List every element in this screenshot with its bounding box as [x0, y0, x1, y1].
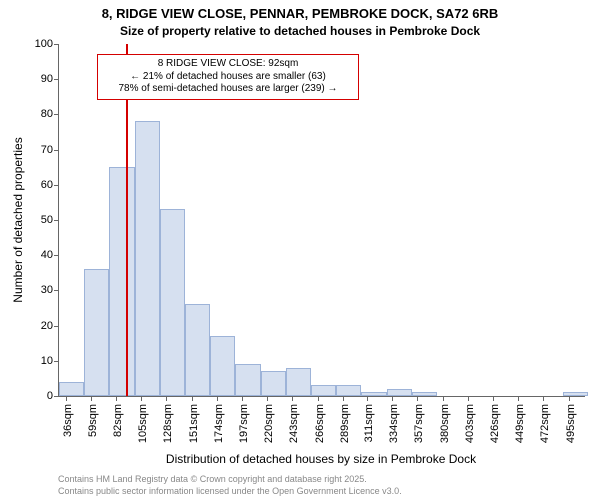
histogram-bar	[387, 389, 412, 396]
annotation-box: 8 RIDGE VIEW CLOSE: 92sqm← 21% of detach…	[97, 54, 359, 100]
x-tick-mark	[543, 396, 544, 401]
histogram-bar	[361, 392, 386, 396]
x-tick-mark	[468, 396, 469, 401]
x-tick-mark	[417, 396, 418, 401]
histogram-bar	[84, 269, 109, 396]
annotation-line3: 78% of semi-detached houses are larger (…	[104, 83, 352, 96]
y-axis-title: Number of detached properties	[11, 137, 25, 302]
x-tick-mark	[518, 396, 519, 401]
y-tick-label: 20	[41, 320, 59, 332]
x-tick-label: 449sqm	[514, 404, 526, 443]
x-tick-mark	[443, 396, 444, 401]
histogram-bar	[160, 209, 185, 396]
x-tick-mark	[318, 396, 319, 401]
x-tick-mark	[267, 396, 268, 401]
histogram-bar	[286, 368, 311, 396]
x-tick-label: 220sqm	[263, 404, 275, 443]
histogram-bar	[210, 336, 235, 396]
histogram-bar	[261, 371, 286, 396]
annotation-line2: ← 21% of detached houses are smaller (63…	[104, 71, 352, 84]
x-tick-label: 243sqm	[288, 404, 300, 443]
x-tick-label: 334sqm	[388, 404, 400, 443]
x-tick-mark	[217, 396, 218, 401]
histogram-bar	[185, 304, 210, 396]
x-tick-label: 128sqm	[162, 404, 174, 443]
x-tick-label: 266sqm	[314, 404, 326, 443]
x-tick-label: 495sqm	[565, 404, 577, 443]
x-tick-mark	[343, 396, 344, 401]
x-tick-mark	[392, 396, 393, 401]
y-tick-label: 50	[41, 214, 59, 226]
x-tick-label: 357sqm	[413, 404, 425, 443]
histogram-bar	[235, 364, 260, 396]
x-tick-label: 403sqm	[464, 404, 476, 443]
plot-area: 010203040506070809010036sqm59sqm82sqm105…	[58, 44, 585, 397]
x-tick-mark	[141, 396, 142, 401]
y-tick-label: 0	[47, 390, 59, 402]
x-tick-label: 36sqm	[62, 404, 74, 437]
annotation-line1: 8 RIDGE VIEW CLOSE: 92sqm	[104, 58, 352, 71]
histogram-bar	[412, 392, 437, 396]
x-tick-mark	[367, 396, 368, 401]
x-tick-label: 380sqm	[439, 404, 451, 443]
chart-title-line2: Size of property relative to detached ho…	[0, 24, 600, 38]
x-tick-mark	[292, 396, 293, 401]
histogram-bar	[59, 382, 84, 396]
footer-line2: Contains public sector information licen…	[58, 486, 402, 496]
y-tick-label: 90	[41, 73, 59, 85]
x-tick-mark	[569, 396, 570, 401]
histogram-bar	[109, 167, 134, 396]
x-tick-label: 151sqm	[188, 404, 200, 443]
x-tick-label: 289sqm	[339, 404, 351, 443]
y-tick-label: 70	[41, 144, 59, 156]
x-tick-label: 426sqm	[489, 404, 501, 443]
footer-line1: Contains HM Land Registry data © Crown c…	[58, 474, 367, 484]
x-tick-mark	[192, 396, 193, 401]
histogram-bar	[135, 121, 160, 396]
histogram-bar	[336, 385, 361, 396]
chart-container: 8, RIDGE VIEW CLOSE, PENNAR, PEMBROKE DO…	[0, 0, 600, 500]
y-tick-label: 60	[41, 179, 59, 191]
x-tick-label: 105sqm	[137, 404, 149, 443]
x-tick-label: 59sqm	[87, 404, 99, 437]
y-tick-label: 40	[41, 249, 59, 261]
x-tick-mark	[166, 396, 167, 401]
x-tick-label: 472sqm	[539, 404, 551, 443]
x-axis-title: Distribution of detached houses by size …	[58, 452, 584, 466]
x-tick-mark	[493, 396, 494, 401]
x-tick-label: 174sqm	[213, 404, 225, 443]
x-tick-mark	[116, 396, 117, 401]
y-tick-label: 80	[41, 108, 59, 120]
x-tick-mark	[91, 396, 92, 401]
y-tick-label: 100	[35, 38, 59, 50]
x-tick-mark	[242, 396, 243, 401]
x-tick-label: 197sqm	[238, 404, 250, 443]
histogram-bar	[311, 385, 336, 396]
x-tick-label: 82sqm	[112, 404, 124, 437]
x-tick-label: 311sqm	[363, 404, 375, 442]
y-tick-label: 10	[41, 355, 59, 367]
chart-title-line1: 8, RIDGE VIEW CLOSE, PENNAR, PEMBROKE DO…	[0, 6, 600, 21]
x-tick-mark	[66, 396, 67, 401]
y-tick-label: 30	[41, 284, 59, 296]
histogram-bar	[563, 392, 588, 396]
